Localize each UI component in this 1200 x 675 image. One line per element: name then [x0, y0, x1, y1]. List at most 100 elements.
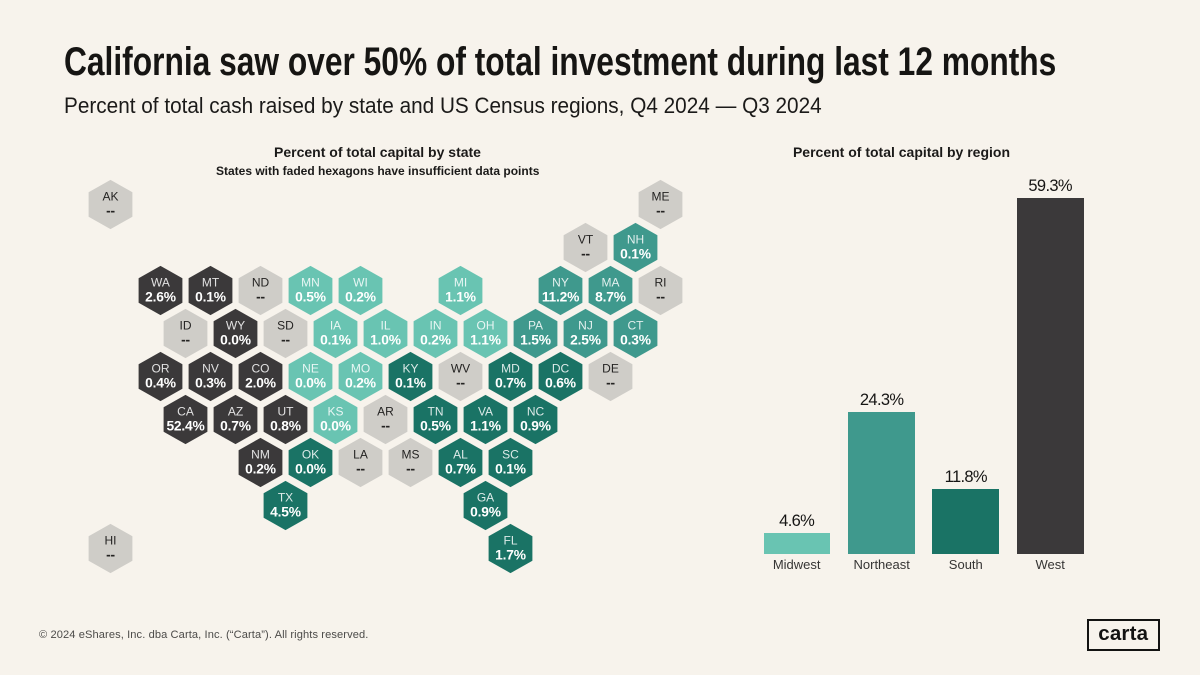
svg-text:AZ: AZ — [228, 405, 243, 419]
svg-text:NJ: NJ — [578, 319, 593, 333]
svg-text:OK: OK — [302, 448, 319, 462]
svg-text:MD: MD — [501, 362, 520, 376]
svg-text:SC: SC — [502, 448, 519, 462]
svg-text:VA: VA — [478, 405, 493, 419]
svg-text:GA: GA — [477, 491, 494, 505]
svg-text:OH: OH — [477, 319, 495, 333]
svg-text:HI: HI — [105, 534, 117, 548]
svg-text:--: -- — [356, 462, 365, 477]
svg-text:--: -- — [106, 204, 115, 219]
svg-text:0.7%: 0.7% — [445, 462, 476, 477]
svg-text:0.4%: 0.4% — [145, 376, 176, 391]
svg-text:MI: MI — [454, 276, 467, 290]
svg-text:0.2%: 0.2% — [345, 376, 376, 391]
svg-text:CA: CA — [177, 405, 194, 419]
svg-text:0.9%: 0.9% — [520, 419, 551, 434]
svg-text:WA: WA — [151, 276, 170, 290]
svg-text:MT: MT — [202, 276, 220, 290]
svg-text:NE: NE — [302, 362, 319, 376]
svg-text:CT: CT — [628, 319, 645, 333]
svg-text:--: -- — [656, 290, 665, 305]
svg-text:0.0%: 0.0% — [320, 419, 351, 434]
svg-text:0.7%: 0.7% — [495, 376, 526, 391]
svg-text:--: -- — [381, 419, 390, 434]
svg-text:--: -- — [456, 376, 465, 391]
svg-text:1.1%: 1.1% — [470, 333, 501, 348]
svg-text:11.2%: 11.2% — [542, 290, 579, 305]
svg-text:0.9%: 0.9% — [470, 505, 501, 520]
svg-text:LA: LA — [353, 448, 368, 462]
svg-text:0.1%: 0.1% — [620, 247, 651, 262]
svg-text:NY: NY — [552, 276, 569, 290]
svg-text:CO: CO — [252, 362, 270, 376]
svg-text:AL: AL — [453, 448, 468, 462]
svg-text:--: -- — [181, 333, 190, 348]
svg-text:0.1%: 0.1% — [495, 462, 526, 477]
svg-text:4.5%: 4.5% — [270, 505, 301, 520]
svg-text:AK: AK — [102, 190, 118, 204]
svg-text:0.6%: 0.6% — [545, 376, 576, 391]
svg-text:1.1%: 1.1% — [470, 419, 501, 434]
svg-text:2.0%: 2.0% — [245, 376, 276, 391]
svg-text:MN: MN — [301, 276, 320, 290]
svg-text:0.7%: 0.7% — [220, 419, 251, 434]
svg-text:--: -- — [281, 333, 290, 348]
svg-text:ME: ME — [652, 190, 670, 204]
svg-text:NV: NV — [202, 362, 219, 376]
svg-text:AR: AR — [377, 405, 394, 419]
svg-text:0.8%: 0.8% — [270, 419, 301, 434]
svg-text:NC: NC — [527, 405, 545, 419]
svg-text:0.0%: 0.0% — [295, 462, 326, 477]
svg-text:0.3%: 0.3% — [620, 333, 651, 348]
svg-text:SD: SD — [277, 319, 294, 333]
svg-text:IN: IN — [430, 319, 442, 333]
svg-text:--: -- — [106, 548, 115, 563]
svg-text:1.7%: 1.7% — [495, 548, 526, 563]
svg-text:2.5%: 2.5% — [570, 333, 601, 348]
svg-text:0.5%: 0.5% — [295, 290, 326, 305]
svg-text:WI: WI — [353, 276, 368, 290]
svg-text:ND: ND — [252, 276, 270, 290]
svg-text:NH: NH — [627, 233, 644, 247]
svg-text:RI: RI — [655, 276, 667, 290]
svg-text:PA: PA — [528, 319, 543, 333]
svg-text:MS: MS — [402, 448, 420, 462]
svg-text:0.3%: 0.3% — [195, 376, 226, 391]
svg-text:--: -- — [606, 376, 615, 391]
svg-text:TX: TX — [278, 491, 293, 505]
svg-text:DE: DE — [602, 362, 619, 376]
svg-text:MO: MO — [351, 362, 370, 376]
svg-text:0.2%: 0.2% — [345, 290, 376, 305]
svg-text:TN: TN — [428, 405, 444, 419]
svg-text:0.1%: 0.1% — [320, 333, 351, 348]
svg-text:0.1%: 0.1% — [195, 290, 226, 305]
svg-text:0.5%: 0.5% — [420, 419, 451, 434]
svg-text:UT: UT — [278, 405, 295, 419]
svg-text:0.2%: 0.2% — [420, 333, 451, 348]
svg-text:FL: FL — [503, 534, 517, 548]
svg-text:--: -- — [406, 462, 415, 477]
svg-text:1.5%: 1.5% — [520, 333, 551, 348]
svg-text:KY: KY — [402, 362, 418, 376]
svg-text:--: -- — [256, 290, 265, 305]
svg-text:IA: IA — [330, 319, 341, 333]
svg-text:KS: KS — [327, 405, 343, 419]
svg-text:ID: ID — [180, 319, 192, 333]
svg-text:IL: IL — [380, 319, 390, 333]
svg-text:0.2%: 0.2% — [245, 462, 276, 477]
svg-text:0.0%: 0.0% — [295, 376, 326, 391]
svg-text:VT: VT — [578, 233, 594, 247]
svg-text:OR: OR — [152, 362, 170, 376]
svg-text:0.0%: 0.0% — [220, 333, 251, 348]
svg-text:--: -- — [656, 204, 665, 219]
svg-text:1.1%: 1.1% — [445, 290, 476, 305]
svg-text:DC: DC — [552, 362, 570, 376]
svg-text:1.0%: 1.0% — [370, 333, 401, 348]
svg-text:--: -- — [581, 247, 590, 262]
svg-text:NM: NM — [251, 448, 270, 462]
svg-text:WY: WY — [226, 319, 245, 333]
svg-text:MA: MA — [602, 276, 620, 290]
svg-text:8.7%: 8.7% — [595, 290, 626, 305]
svg-text:0.1%: 0.1% — [395, 376, 426, 391]
svg-text:WV: WV — [451, 362, 470, 376]
